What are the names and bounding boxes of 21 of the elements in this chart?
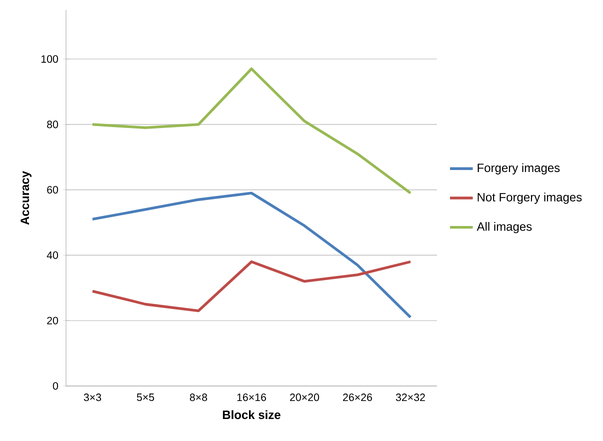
- y-tick-label: 100: [41, 55, 58, 63]
- legend-label: All images: [476, 222, 532, 234]
- y-axis-title: Accuracy: [20, 171, 32, 225]
- y-tick-label: 60: [47, 186, 58, 194]
- legend-label: Not Forgery images: [478, 192, 582, 204]
- y-tick-label: 0: [52, 382, 58, 390]
- line-series: [91, 68, 412, 194]
- line-series: [91, 260, 412, 312]
- x-tick-label: 16×16: [237, 394, 266, 402]
- x-tick-label: 20×20: [290, 394, 320, 402]
- line-series: [91, 192, 412, 319]
- x-tick-label: 32×32: [396, 394, 425, 402]
- y-tick-label: 80: [47, 120, 58, 128]
- x-tick-label: 3×3: [84, 394, 102, 402]
- x-axis-title: Block size: [222, 410, 280, 420]
- x-tick-label: 5×5: [136, 394, 154, 401]
- y-tick-label: 20: [47, 316, 58, 324]
- x-tick-label: 8×8: [190, 394, 208, 402]
- legend-label: Forgery images: [478, 163, 560, 174]
- y-tick-label: 40: [46, 251, 58, 259]
- x-tick-label: 26×26: [343, 394, 372, 402]
